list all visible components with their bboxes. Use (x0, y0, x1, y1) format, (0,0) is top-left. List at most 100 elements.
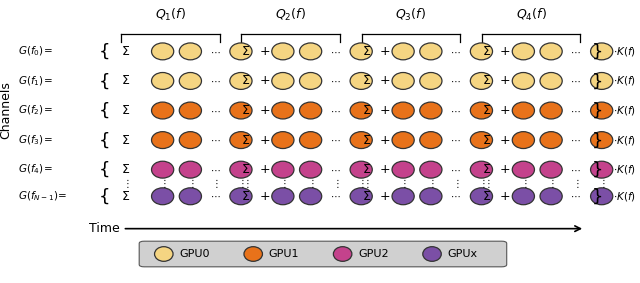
Text: $\Sigma$: $\Sigma$ (241, 190, 250, 203)
Text: $\cdots$: $\cdots$ (450, 46, 461, 56)
Ellipse shape (179, 43, 202, 60)
Text: $\vdots$: $\vdots$ (211, 177, 219, 190)
Text: $+$: $+$ (499, 104, 511, 117)
Text: GPUx: GPUx (447, 249, 477, 259)
Text: $\cdots$: $\cdots$ (570, 76, 581, 86)
Ellipse shape (420, 132, 442, 149)
Text: $\Sigma$: $\Sigma$ (482, 190, 491, 203)
Text: Time: Time (89, 222, 120, 235)
Text: $\cdot K(f)$: $\cdot K(f)$ (612, 163, 636, 176)
Ellipse shape (272, 132, 294, 149)
Text: $\cdots$: $\cdots$ (210, 46, 220, 56)
Ellipse shape (230, 72, 252, 89)
Text: $\cdots$: $\cdots$ (330, 76, 340, 86)
Ellipse shape (540, 43, 562, 60)
Ellipse shape (179, 72, 202, 89)
Text: $\vdots$: $\vdots$ (242, 177, 250, 190)
Ellipse shape (230, 132, 252, 149)
Ellipse shape (591, 43, 612, 60)
Text: $+$: $+$ (259, 45, 270, 58)
Ellipse shape (179, 161, 202, 178)
Ellipse shape (512, 102, 534, 119)
Ellipse shape (179, 188, 202, 205)
Text: $G(f_2)\!=\!$: $G(f_2)\!=\!$ (18, 104, 52, 117)
Text: $\{$: $\{$ (99, 186, 109, 206)
Text: $\Sigma$: $\Sigma$ (241, 104, 250, 117)
Text: $\cdots$: $\cdots$ (570, 46, 581, 56)
Text: $\{$: $\{$ (99, 42, 109, 61)
Text: $\cdot K(f)$: $\cdot K(f)$ (612, 190, 636, 203)
Ellipse shape (350, 102, 372, 119)
Text: $\cdots$: $\cdots$ (570, 165, 581, 175)
Text: $\vdots$: $\vdots$ (547, 177, 555, 190)
Text: $\cdots$: $\cdots$ (450, 135, 461, 145)
Text: $\vdots$: $\vdots$ (332, 177, 339, 190)
Text: $\{$: $\{$ (99, 160, 109, 179)
Ellipse shape (272, 188, 294, 205)
Ellipse shape (591, 72, 612, 89)
Text: $\Sigma$: $\Sigma$ (121, 163, 130, 176)
Ellipse shape (272, 43, 294, 60)
Text: $+$: $+$ (379, 45, 390, 58)
Ellipse shape (230, 43, 252, 60)
Ellipse shape (420, 102, 442, 119)
Text: $\Sigma$: $\Sigma$ (241, 74, 250, 87)
Text: $\Sigma$: $\Sigma$ (362, 190, 371, 203)
Text: $\cdot K(f)$: $\cdot K(f)$ (612, 104, 636, 117)
Text: $\Sigma$: $\Sigma$ (362, 163, 371, 176)
Text: $\vdots$: $\vdots$ (122, 177, 129, 190)
Ellipse shape (540, 161, 562, 178)
Text: $\}$: $\}$ (591, 42, 602, 61)
Ellipse shape (392, 132, 414, 149)
Text: $\cdots$: $\cdots$ (330, 106, 340, 115)
Text: $\Sigma$: $\Sigma$ (121, 104, 130, 117)
Ellipse shape (350, 72, 372, 89)
Ellipse shape (350, 132, 372, 149)
Text: GPU1: GPU1 (269, 249, 299, 259)
Ellipse shape (540, 102, 562, 119)
Ellipse shape (152, 102, 173, 119)
Ellipse shape (152, 188, 173, 205)
Text: $\vdots$: $\vdots$ (187, 177, 194, 190)
Ellipse shape (350, 161, 372, 178)
Ellipse shape (179, 102, 202, 119)
Text: $\vdots$: $\vdots$ (572, 177, 579, 190)
Text: $\Sigma$: $\Sigma$ (121, 134, 130, 147)
Ellipse shape (540, 132, 562, 149)
Ellipse shape (591, 132, 612, 149)
Text: $\Sigma$: $\Sigma$ (482, 134, 491, 147)
Text: $\Sigma$: $\Sigma$ (482, 163, 491, 176)
Ellipse shape (350, 43, 372, 60)
Text: Channels: Channels (0, 82, 12, 140)
Ellipse shape (420, 43, 442, 60)
Text: $+$: $+$ (259, 74, 270, 87)
Ellipse shape (420, 161, 442, 178)
Text: $\vdots$: $\vdots$ (399, 177, 407, 190)
Text: $\vdots$: $\vdots$ (159, 177, 166, 190)
Ellipse shape (420, 72, 442, 89)
Ellipse shape (300, 43, 322, 60)
Text: $\cdot K(f)$: $\cdot K(f)$ (612, 134, 636, 147)
Text: $\Sigma$: $\Sigma$ (362, 104, 371, 117)
Text: $\Sigma$: $\Sigma$ (482, 74, 491, 87)
Text: $+$: $+$ (259, 134, 270, 147)
Ellipse shape (392, 102, 414, 119)
Ellipse shape (392, 43, 414, 60)
Ellipse shape (591, 188, 612, 205)
Text: $G(f_1)\!=\!$: $G(f_1)\!=\!$ (18, 74, 52, 88)
Ellipse shape (230, 102, 252, 119)
Text: $\Sigma$: $\Sigma$ (241, 163, 250, 176)
Text: $G(f_4)\!=\!$: $G(f_4)\!=\!$ (18, 163, 52, 177)
Ellipse shape (591, 161, 612, 178)
Text: $\cdots$: $\cdots$ (210, 135, 220, 145)
Text: $\Sigma$: $\Sigma$ (121, 45, 130, 58)
Ellipse shape (420, 188, 442, 205)
Ellipse shape (300, 188, 322, 205)
Ellipse shape (470, 132, 493, 149)
Text: $+$: $+$ (259, 104, 270, 117)
Text: $\vdots$: $\vdots$ (362, 177, 370, 190)
Text: $\cdots$: $\cdots$ (450, 191, 461, 201)
Ellipse shape (244, 247, 262, 261)
Ellipse shape (392, 188, 414, 205)
Ellipse shape (272, 161, 294, 178)
